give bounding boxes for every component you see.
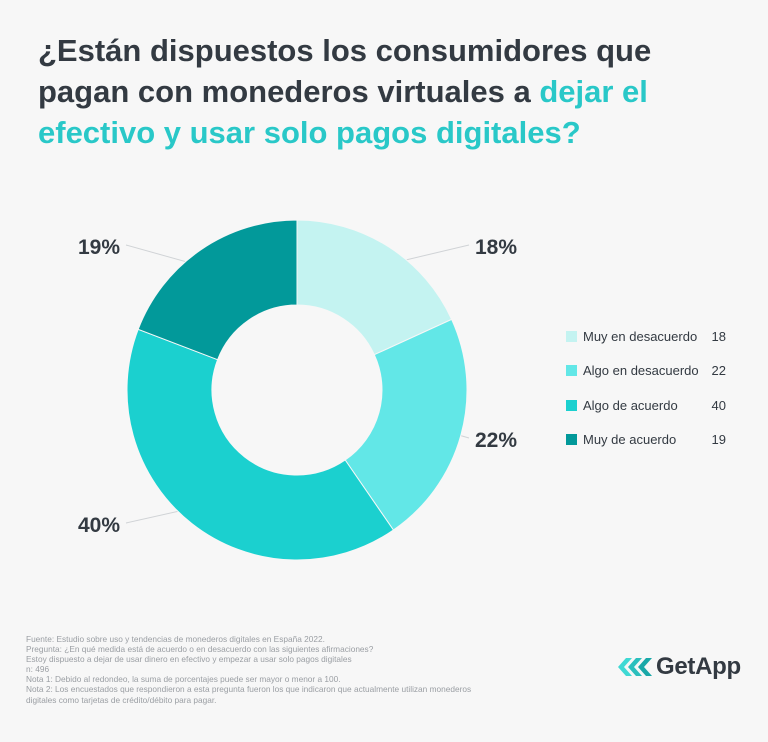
chart-title: ¿Están dispuestos los consumidores que p…	[38, 30, 738, 153]
legend-item-algo-de-acuerdo: Algo de acuerdo 40	[566, 397, 726, 413]
logo-text: GetApp	[656, 653, 741, 680]
getapp-chevrons-icon	[618, 658, 652, 676]
donut-slice-4	[137, 219, 298, 361]
footnote-source: Fuente: Estudio sobre uso y tendencias d…	[26, 634, 325, 644]
getapp-logo: GetApp	[618, 653, 741, 680]
legend-value: 22	[711, 363, 726, 378]
footnote-note-2-cont: digitales como tarjetas de crédito/débit…	[26, 694, 217, 705]
data-label-3: 40%	[78, 514, 120, 537]
legend-value: 40	[711, 397, 726, 413]
legend-label: Muy en desacuerdo	[583, 328, 698, 344]
data-label-4: 19%	[78, 236, 120, 259]
legend-swatch	[566, 365, 577, 376]
title-highlight: dejar el efectivo y usar solo pagos digi…	[38, 74, 648, 150]
data-label-texts: 18% 22% 40% 19%	[78, 236, 517, 537]
donut-slice-1	[296, 219, 453, 356]
footnote-question: Pregunta: ¿En qué medida está de acuerdo…	[26, 644, 374, 655]
footnotes: Fuente: Estudio sobre uso y tendencias d…	[26, 634, 546, 705]
legend-item-muy-de-acuerdo: Muy de acuerdo 19	[566, 432, 726, 448]
legend-item-muy-en-desacuerdo: Muy en desacuerdo 18	[566, 328, 726, 344]
legend-label: Muy de acuerdo	[583, 432, 677, 447]
data-label-2: 22%	[475, 429, 517, 452]
legend-label: Algo en desacuerdo	[583, 363, 699, 378]
data-label-1: 18%	[475, 236, 517, 259]
chart-legend: Muy en desacuerdo 18 Algo en desacuerdo …	[566, 328, 726, 466]
legend-item-algo-en-desacuerdo: Algo en desacuerdo 22	[566, 363, 726, 379]
footnote-statement: Estoy dispuesto a dejar de usar dinero e…	[26, 654, 352, 665]
legend-swatch	[566, 399, 577, 411]
footnote-note-2: Nota 2: Los encuestados que respondieron…	[26, 684, 472, 695]
legend-swatch	[566, 330, 577, 342]
footnote-sample-size: n: 496	[26, 664, 50, 675]
legend-value: 18	[711, 328, 726, 344]
legend-label: Algo de acuerdo	[583, 397, 678, 413]
legend-swatch	[566, 434, 577, 445]
footnote-note-1: Nota 1: Debido al redondeo, la suma de p…	[26, 674, 341, 685]
donut-slices	[126, 219, 468, 561]
title-text: ¿Están dispuestos los consumidores que p…	[38, 33, 652, 109]
donut-slice-2	[344, 318, 468, 531]
legend-value: 19	[711, 432, 726, 447]
donut-slice-3	[126, 328, 395, 561]
